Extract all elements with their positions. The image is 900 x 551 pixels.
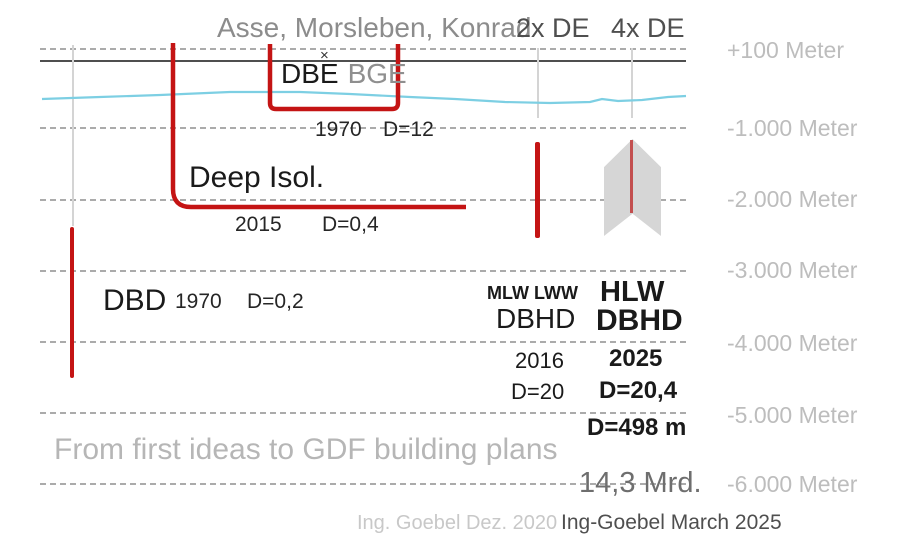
- dbe-diameter: D=12: [383, 118, 434, 141]
- sites-label: Asse, Morsleben, Konrad: [217, 12, 532, 43]
- deep-isolation-year: 2015: [235, 213, 282, 236]
- depth-line-1000: [40, 127, 686, 129]
- depth-label-4000: -4.000 Meter: [727, 330, 858, 356]
- dbhd-mlw-diameter: D=20: [511, 379, 565, 404]
- depth-line-6000: [40, 483, 686, 485]
- dbhd-2xde-borehole-bar: [535, 142, 540, 238]
- dbhd-shaft-red-core: [630, 140, 633, 213]
- depth-label-1000: -1.000 Meter: [727, 115, 858, 141]
- diagram-caption: From first ideas to GDF building plans: [54, 433, 558, 466]
- groundwater-line: [41, 90, 687, 105]
- dbe-cross-mark: ×: [320, 47, 329, 64]
- bge-label: BGE: [347, 58, 407, 89]
- dbe-bge-label: DBE BGE: [281, 58, 407, 90]
- dbhd-mlw-year: 2016: [515, 348, 564, 373]
- depth-line-2000: [40, 199, 686, 201]
- column-header-2xde: 2x DE: [516, 13, 590, 43]
- depth-label-plus100: +100 Meter: [727, 37, 844, 63]
- column-line-4xde: [631, 48, 633, 118]
- depth-label-2000: -2.000 Meter: [727, 186, 858, 212]
- dbhd-mlw-waste-label: MLW LWW: [487, 283, 578, 303]
- dbhd-hlw-label: DBHD: [596, 304, 683, 337]
- dbhd-hlw-waste-label: HLW: [600, 276, 665, 308]
- dbhd-hlw-depth: D=498 m: [587, 414, 687, 441]
- dbe-year: 1970: [315, 118, 362, 141]
- dbhd-mlw-label: DBHD: [496, 303, 576, 334]
- dbd-year: 1970: [175, 290, 222, 313]
- depth-label-5000: -5.000 Meter: [727, 402, 858, 428]
- depth-line-3000: [40, 270, 686, 272]
- dbhd-hlw-year: 2025: [609, 345, 663, 372]
- depth-label-6000: -6.000 Meter: [727, 471, 858, 497]
- column-line-left: [72, 45, 74, 226]
- dbd-diameter: D=0,2: [247, 290, 304, 313]
- cost-estimate-label: 14,3 Mrd.: [579, 467, 702, 499]
- credit-current: Ing-Goebel March 2025: [561, 511, 782, 534]
- column-line-2xde: [537, 48, 539, 118]
- dbe-label: DBE: [281, 58, 339, 89]
- deep-isolation-diameter: D=0,4: [322, 213, 379, 236]
- deep-isolation-label: Deep Isol.: [189, 161, 325, 194]
- dbhd-hlw-diameter: D=20,4: [599, 377, 678, 404]
- depth-line-4000: [40, 341, 686, 343]
- column-header-4xde: 4x DE: [611, 13, 685, 43]
- credit-previous: Ing. Goebel Dez. 2020: [357, 512, 558, 534]
- dbd-borehole-bar: [70, 227, 74, 378]
- dbd-label: DBD: [103, 284, 167, 317]
- depth-line-5000: [40, 412, 686, 414]
- depth-line-plus100: [40, 48, 686, 50]
- depth-label-3000: -3.000 Meter: [727, 257, 858, 283]
